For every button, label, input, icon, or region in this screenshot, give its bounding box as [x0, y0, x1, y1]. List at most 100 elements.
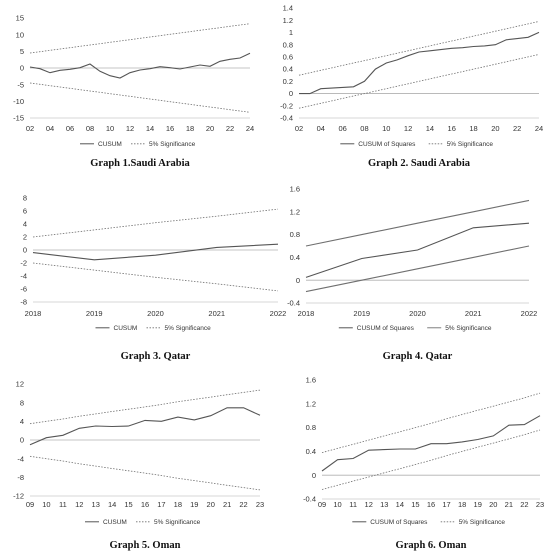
x-tick-label: 16	[427, 500, 435, 509]
y-tick-label: 8	[20, 398, 24, 407]
y-tick-label: -8	[17, 473, 24, 482]
lower-significance-line	[29, 82, 251, 113]
y-tick-label: 2	[23, 233, 27, 242]
y-tick-label: 8	[23, 194, 27, 203]
cusum-line	[305, 222, 530, 278]
x-tick-label: 19	[474, 500, 482, 509]
lower-significance-line	[32, 262, 279, 292]
x-tick-label: 11	[59, 500, 67, 509]
legend-label-cusum: CUSUM of Squares	[357, 325, 415, 332]
legend-label-significance: 5% Significance	[447, 141, 494, 148]
x-tick-label: 24	[246, 124, 254, 133]
x-tick-label: 24	[535, 124, 543, 133]
lower-significance-line	[321, 429, 541, 490]
y-tick-label: 0.8	[290, 230, 300, 239]
x-tick-label: 15	[124, 500, 132, 509]
y-tick-label: 4	[20, 417, 24, 426]
y-tick-label: 1.2	[283, 16, 293, 25]
y-tick-label: 0	[20, 64, 24, 73]
x-tick-label: 12	[404, 124, 412, 133]
graph-caption: Graph 5. Oman	[110, 540, 181, 551]
x-tick-label: 2021	[465, 309, 482, 318]
upper-significance-line	[298, 21, 540, 76]
y-tick-label: -10	[13, 97, 24, 106]
y-tick-label: -0.4	[303, 495, 316, 504]
legend-label-significance: 5% Significance	[149, 141, 196, 148]
legend-label-significance: 5% Significance	[459, 519, 506, 526]
x-tick-label: 22	[226, 124, 234, 133]
y-tick-label: -5	[17, 80, 24, 89]
cusum-line	[29, 407, 261, 446]
legend-label-cusum: CUSUM of Squares	[370, 519, 428, 526]
y-tick-label: 6	[23, 207, 27, 216]
x-tick-label: 18	[186, 124, 194, 133]
x-tick-label: 16	[141, 500, 149, 509]
y-tick-label: 1.2	[306, 399, 316, 408]
graph-caption: Graph 6. Oman	[396, 540, 467, 551]
legend: CUSUM of Squares 5% Significance	[352, 519, 505, 526]
graph-panel-3: 8 6 4 2 0 -2 -4 -6 -8 2018 2019 2020 2021 2022 CUSUM 5%…	[20, 194, 286, 362]
y-tick-label: 0.6	[283, 52, 293, 61]
x-tick-label: 15	[411, 500, 419, 509]
x-tick-label: 22	[513, 124, 521, 133]
x-tick-label: 02	[26, 124, 34, 133]
x-tick-label: 12	[126, 124, 134, 133]
x-tick-label: 14	[426, 124, 434, 133]
x-tick-label: 06	[338, 124, 346, 133]
upper-significance-line	[29, 389, 261, 425]
y-tick-label: 1.4	[283, 4, 293, 13]
x-tick-label: 20	[207, 500, 215, 509]
x-tick-label: 12	[365, 500, 373, 509]
x-tick-label: 13	[380, 500, 388, 509]
upper-significance-line	[305, 199, 530, 247]
y-tick-label: 0	[312, 471, 316, 480]
x-tick-label: 2018	[298, 309, 315, 318]
y-tick-label: 10	[16, 30, 24, 39]
y-tick-label: 0.4	[306, 447, 316, 456]
y-tick-label: 0	[296, 276, 300, 285]
x-tick-label: 06	[66, 124, 74, 133]
y-tick-label: 1.6	[306, 376, 316, 385]
y-tick-label: -12	[13, 492, 24, 501]
x-tick-label: 11	[349, 500, 357, 509]
upper-significance-line	[29, 23, 251, 54]
cusum-line	[29, 52, 251, 79]
graph-panel-2: 1.4 1.2 1 0.8 0.6 0.4 0.2 0 -0.2 -0.402 04 06 08 10 12…	[280, 4, 543, 169]
y-tick-label: -6	[20, 285, 27, 294]
y-tick-label: 4	[23, 220, 27, 229]
x-tick-label: 20	[489, 500, 497, 509]
x-tick-label: 2021	[208, 309, 225, 318]
legend-label-cusum: CUSUM	[98, 141, 122, 148]
y-tick-label: -0.4	[280, 114, 293, 123]
graph-panel-6: 1.6 1.2 0.8 0.4 0 -0.409 10 11 12 13 14 15 16 17 18 19 2…	[303, 376, 544, 551]
x-tick-label: 10	[106, 124, 114, 133]
y-tick-label: 0.8	[283, 40, 293, 49]
x-tick-label: 19	[190, 500, 198, 509]
y-tick-label: 12	[16, 380, 24, 389]
x-tick-label: 10	[382, 124, 390, 133]
lower-significance-line	[29, 455, 261, 491]
x-tick-label: 2020	[409, 309, 426, 318]
y-tick-label: 15	[16, 14, 24, 23]
cusum-line	[321, 415, 541, 472]
legend: CUSUM of Squares 5% Significance	[338, 325, 492, 332]
legend-label-cusum: CUSUM	[114, 325, 138, 332]
x-tick-label: 14	[146, 124, 154, 133]
lower-significance-line	[305, 245, 530, 293]
x-tick-label: 22	[520, 500, 528, 509]
y-tick-label: 5	[20, 47, 24, 56]
x-tick-label: 12	[75, 500, 83, 509]
x-tick-label: 18	[458, 500, 466, 509]
x-tick-label: 14	[396, 500, 404, 509]
x-tick-label: 16	[448, 124, 456, 133]
y-tick-label: 0.8	[306, 423, 316, 432]
x-tick-label: 2022	[270, 309, 287, 318]
x-tick-label: 02	[295, 124, 303, 133]
x-tick-label: 10	[333, 500, 341, 509]
y-tick-label: 1	[289, 28, 293, 37]
x-tick-label: 17	[442, 500, 450, 509]
x-tick-label: 21	[505, 500, 513, 509]
